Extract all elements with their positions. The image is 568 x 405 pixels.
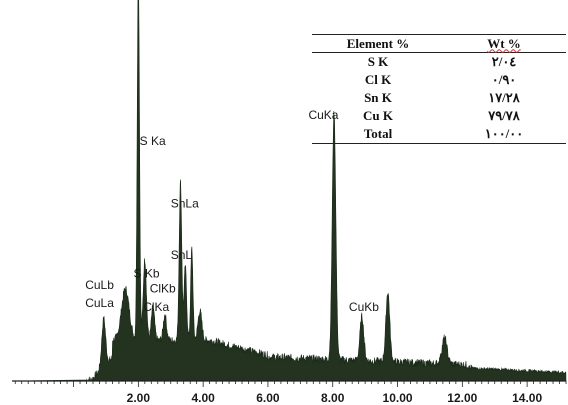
peak-label: SnL (171, 248, 193, 262)
composition-table: Element % Wt % S K ۲/۰٤ Cl K ۰/۹۰ Sn K ۱… (312, 34, 566, 144)
row-element: S K (367, 54, 389, 69)
row-wt: ۲/۰٤ (491, 54, 517, 69)
row-element: Cu K (363, 108, 393, 123)
x-tick-label: 8.00 (321, 391, 345, 405)
peak-label: S Kb (133, 267, 159, 281)
x-axis: 2.00 4.00 6.00 8.00 10.00 12.00 14.00 (12, 380, 567, 405)
peak-label: S Ka (140, 134, 166, 148)
peak-label: ClKa (143, 300, 169, 314)
peak-label: CuKa (308, 108, 338, 122)
x-tick-label: 2.00 (127, 391, 151, 405)
row-wt: ۱۰۰/۰۰ (484, 126, 524, 141)
x-tick-label: 12.00 (447, 391, 477, 405)
x-tick-label: 10.00 (383, 391, 413, 405)
row-element: Total (363, 126, 393, 141)
x-tick-label: 6.00 (256, 391, 280, 405)
table-row: S K ۲/۰٤ (312, 53, 566, 72)
peak-label: CuLb (85, 278, 114, 292)
table-row: Cl K ۰/۹۰ (312, 71, 566, 89)
row-wt: ۰/۹۰ (491, 72, 517, 87)
row-element: Sn K (364, 90, 392, 105)
spectrum-layer (11, 0, 567, 382)
header-element: Element % (346, 35, 410, 51)
table-row: Sn K ۱۷/۲۸ (312, 89, 566, 107)
peak-label: SnLa (171, 197, 199, 211)
table-row: Cu K ۷۹/۷۸ (312, 107, 566, 125)
peak-label: ClKb (150, 281, 176, 295)
table-row: Total ۱۰۰/۰۰ (312, 125, 566, 144)
x-tick-label: 4.00 (191, 391, 215, 405)
peak-label: CuLa (85, 296, 114, 310)
x-tick-label: 14.00 (512, 391, 542, 405)
header-wt: Wt % (442, 35, 566, 53)
row-wt: ۱۷/۲۸ (488, 90, 520, 105)
row-element: Cl K (364, 72, 392, 87)
header-wt-text: Wt % (487, 35, 521, 51)
spectrum-area (11, 0, 567, 382)
peak-label: CuKb (349, 300, 379, 314)
table-header-row: Element % Wt % (312, 34, 566, 53)
row-wt: ۷۹/۷۸ (488, 108, 520, 123)
